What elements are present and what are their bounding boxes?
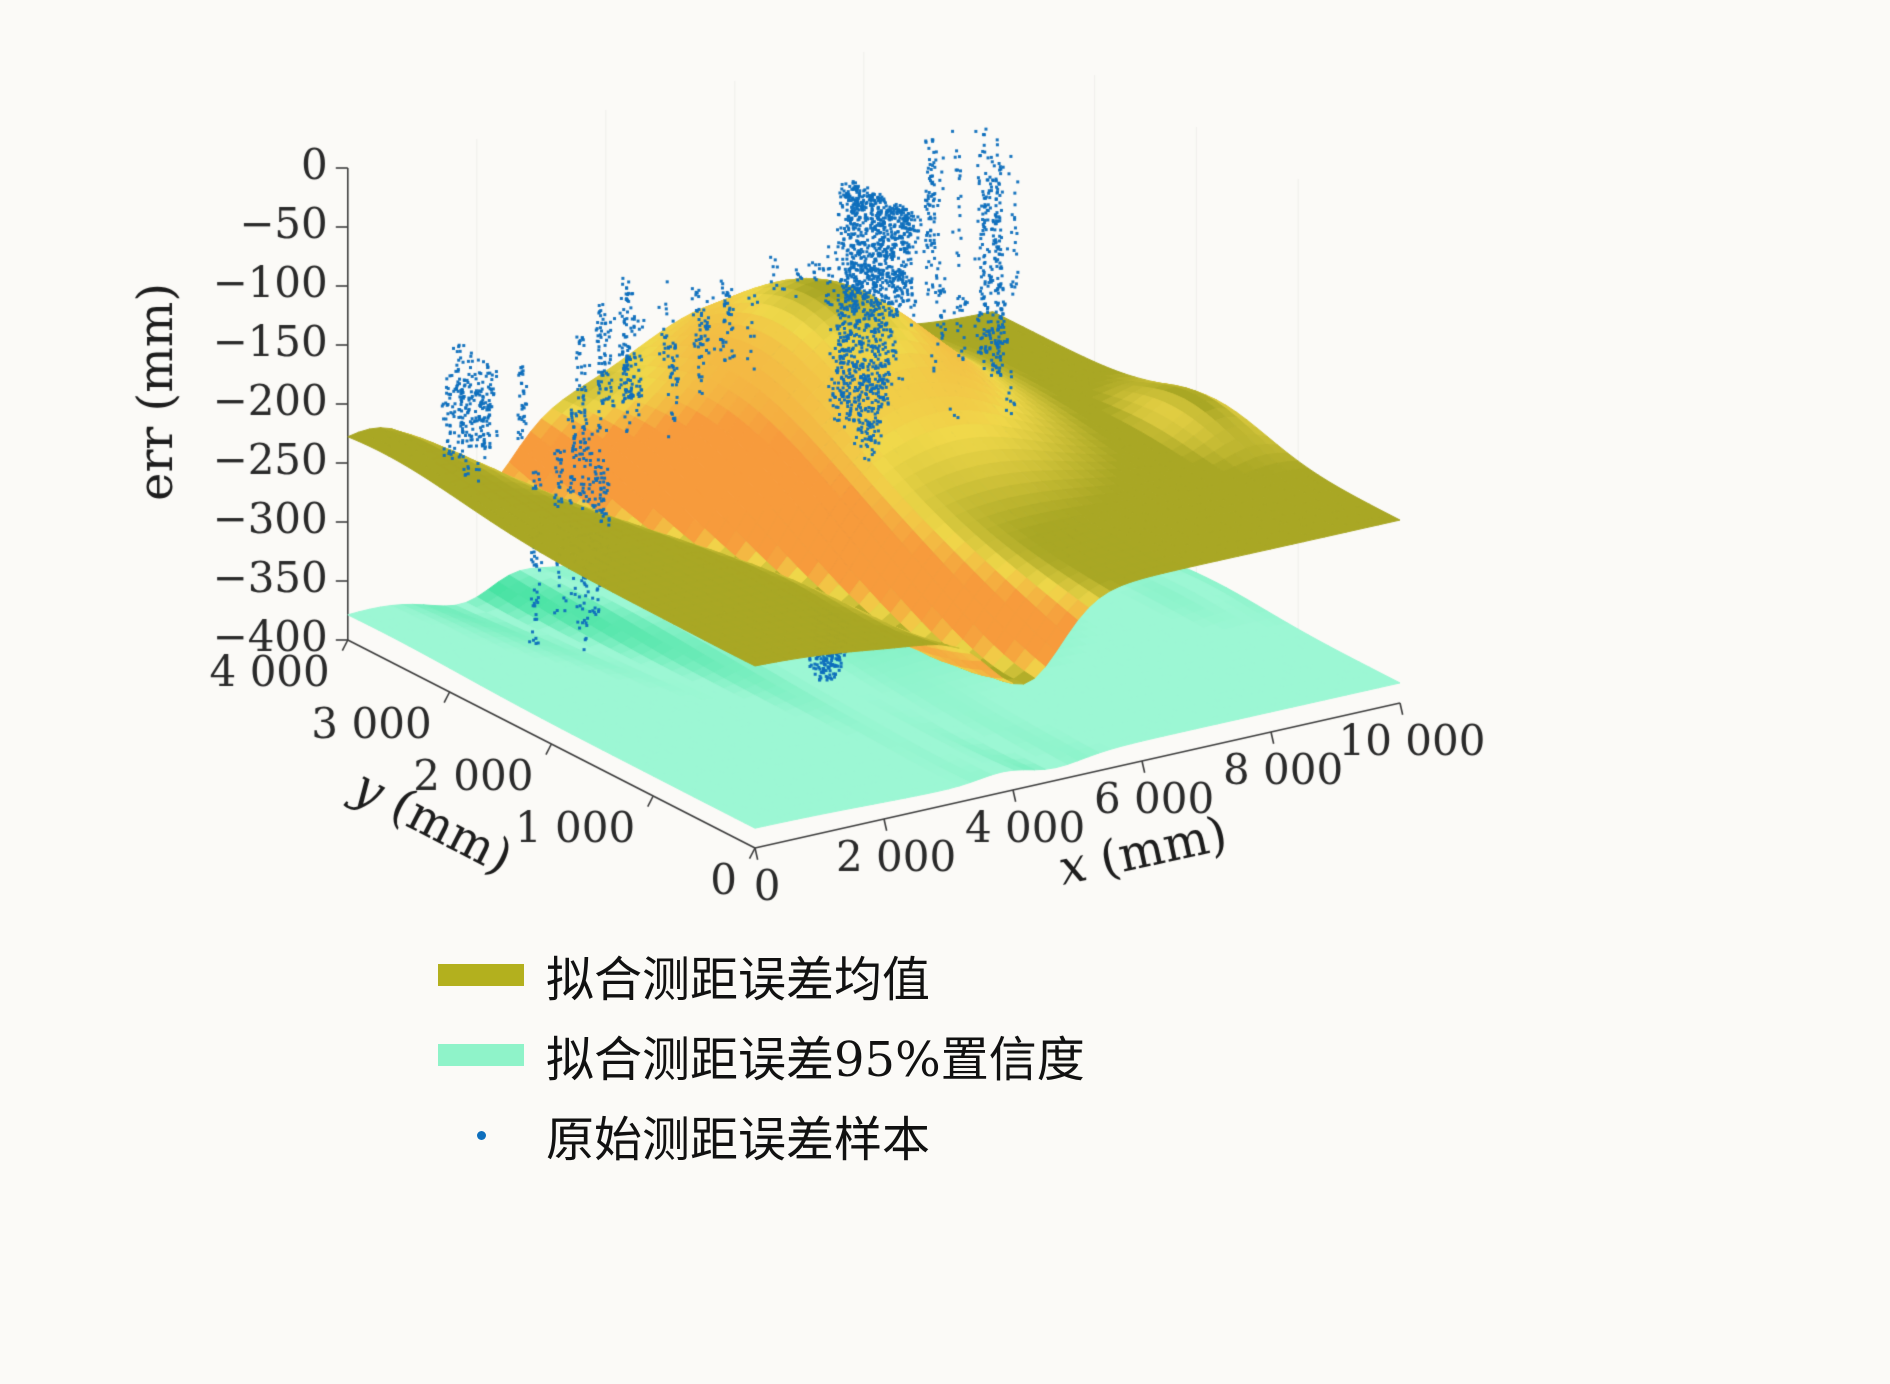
- legend-label-raw-samples: 原始测距误差样本: [546, 1112, 931, 1168]
- legend-label-confidence-surface: 拟合测距误差95%置信度: [546, 1032, 1085, 1088]
- mean-surface-swatch: [438, 964, 524, 986]
- legend-entry-confidence-surface: 拟合测距误差95%置信度: [438, 1022, 1085, 1088]
- legend: 拟合测距误差均值 拟合测距误差95%置信度 原始测距误差样本: [438, 942, 1085, 1168]
- confidence-surface-swatch: [438, 1044, 524, 1066]
- raw-samples-marker-holder: [438, 1124, 524, 1146]
- raw-samples-dot-icon: [476, 1130, 486, 1140]
- legend-entry-raw-samples: 原始测距误差样本: [438, 1102, 1085, 1168]
- legend-entry-mean-surface: 拟合测距误差均值: [438, 942, 1085, 1008]
- legend-label-mean-surface: 拟合测距误差均值: [546, 952, 931, 1008]
